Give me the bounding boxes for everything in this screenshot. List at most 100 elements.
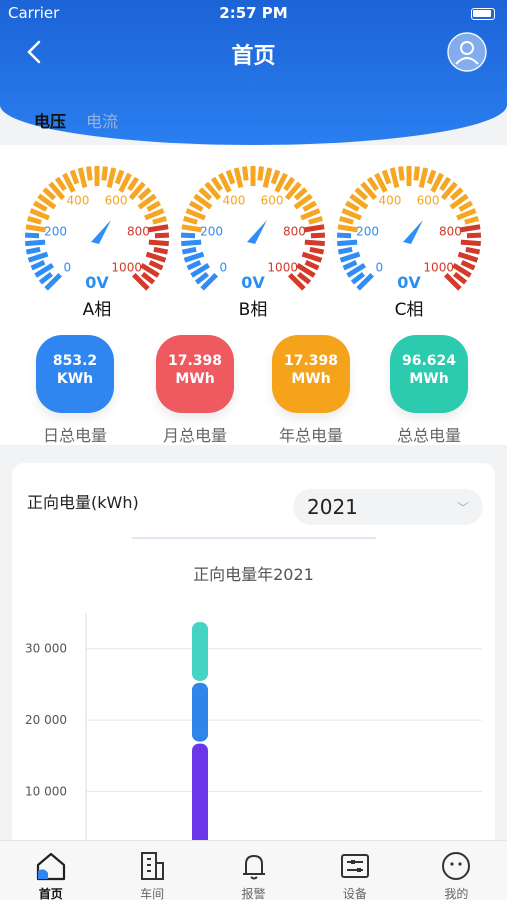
gauge-tick-label: 0 <box>63 261 71 275</box>
energy-day[interactable]: 853.2 KWh <box>36 335 114 413</box>
gauge-needle <box>403 220 423 244</box>
gauge-tick <box>148 260 164 271</box>
gauge-tick <box>459 224 481 233</box>
gauge-tick <box>337 224 359 233</box>
tabbar-device-label: 设备 <box>342 887 367 900</box>
gauge-tick <box>339 216 354 225</box>
gauge-tick <box>413 166 420 181</box>
gauge-tick <box>301 251 323 263</box>
tabbar-device[interactable]: 设备 <box>304 841 405 900</box>
gauge-tick <box>262 167 273 189</box>
gauge-voltage-value: 0V <box>241 273 265 292</box>
voltage-gauge: 0 200 400 600 800 1000 <box>24 166 170 291</box>
bar-segment[interactable] <box>192 622 208 681</box>
year-select-value: 2021 <box>307 495 358 519</box>
gauge-tick <box>180 232 196 239</box>
gauge-tick <box>44 273 62 291</box>
gauge-tick-label: 400 <box>66 194 89 208</box>
gauge-tick <box>140 263 160 278</box>
gauge-tick <box>185 208 206 221</box>
gauge-tick <box>310 232 326 239</box>
tabbar-workshop[interactable]: 车间 <box>101 841 202 900</box>
gauge-tick <box>29 208 50 221</box>
gauge-tick <box>456 208 477 221</box>
gauge-tick <box>274 172 288 193</box>
gauge-tick <box>270 169 281 185</box>
energy-day-unit: KWh <box>56 371 94 387</box>
gauge-tick-label: 800 <box>127 224 150 238</box>
energy-total-label: 总总电量 <box>396 426 461 445</box>
gauge-tick <box>460 260 476 271</box>
divider <box>132 537 376 539</box>
page-title: 首页 <box>231 44 276 69</box>
bar-segment[interactable] <box>192 743 208 863</box>
gauge-tick-label: 0 <box>219 261 227 275</box>
gauge-tick <box>101 166 108 181</box>
status-time: 2:57 PM <box>219 4 288 22</box>
gauge-tick <box>141 271 156 285</box>
energy-total[interactable]: 96.624 MWh <box>390 335 468 413</box>
tab-current[interactable]: 电流 <box>86 112 119 131</box>
chart-card: 正向电量(kWh) 2021 ﹀ 正向电量年2021 10 000 20 000 3… <box>12 463 495 863</box>
building-icon <box>141 852 165 880</box>
gauge-tick <box>25 224 47 233</box>
energy-month-unit: MWh <box>175 371 215 387</box>
energy-day-value: 853.2 <box>52 353 98 369</box>
energy-year[interactable]: 17.398 MWh <box>272 335 350 413</box>
gauge-tick <box>183 216 198 225</box>
energy-total-value: 96.624 <box>401 353 457 369</box>
gauge-tick <box>32 200 48 212</box>
energy-year-label: 年总电量 <box>278 426 343 445</box>
gauge-tick <box>25 239 46 247</box>
user-icon[interactable] <box>447 32 487 72</box>
gauge-tick <box>341 208 362 221</box>
gauge-tick <box>452 263 472 278</box>
carrier-label: Carrier <box>8 4 60 22</box>
gauge-tick <box>181 239 202 247</box>
gauge-needle <box>91 220 111 244</box>
gauge-tick <box>257 166 264 181</box>
bell-icon <box>242 854 265 880</box>
tabbar-alarm[interactable]: 报警 <box>203 841 304 900</box>
bar-chart: 10 000 20 000 30 000 <box>25 613 482 863</box>
tab-voltage[interactable]: 电压 <box>34 112 67 131</box>
gauge-tick <box>77 167 88 189</box>
gauge-tick <box>127 176 140 192</box>
gauge-tick <box>350 271 365 285</box>
gauge-tick <box>374 172 388 193</box>
gauge-tick <box>24 232 40 239</box>
gauge-tick <box>449 193 469 210</box>
gauge-tick <box>337 239 358 247</box>
gauge-tick <box>27 216 42 225</box>
gauge-tick <box>86 166 93 181</box>
energy-month[interactable]: 17.398 MWh <box>156 335 234 413</box>
gauge-tick <box>148 239 169 247</box>
gauge-tick <box>339 251 361 263</box>
gauge-phase-label: A相 <box>82 300 112 320</box>
gauge-tick <box>342 260 358 271</box>
gauge-tick <box>198 187 213 201</box>
gauge-tick <box>293 193 313 210</box>
gauge-tick <box>466 232 482 239</box>
gauge-tick <box>193 193 213 210</box>
gauge-tick <box>293 187 308 201</box>
gauge-tick <box>114 169 125 185</box>
y-tick-label: 30 000 <box>25 642 67 656</box>
gauge-tick-label: 600 <box>417 194 440 208</box>
bar-segment[interactable] <box>192 682 208 742</box>
gauge-needle <box>247 220 267 244</box>
home-icon <box>36 852 65 881</box>
year-select[interactable]: 2021 ﹀ <box>293 489 483 525</box>
gauge-tick-label: 200 <box>200 224 223 238</box>
tabbar-home[interactable]: 首页 <box>0 841 101 900</box>
gauge-tick <box>153 246 169 255</box>
gauge-tick <box>336 232 352 239</box>
gauge-tick <box>284 181 302 201</box>
gauge-tick <box>288 273 306 291</box>
tabbar-me[interactable]: 我的 <box>406 841 507 900</box>
gauge-tick <box>190 263 210 278</box>
gauge-tick-label: 1000 <box>111 261 142 275</box>
y-tick-label: 20 000 <box>25 713 67 727</box>
gauge-tick <box>398 166 405 181</box>
chevron-left-icon[interactable] <box>22 38 48 66</box>
